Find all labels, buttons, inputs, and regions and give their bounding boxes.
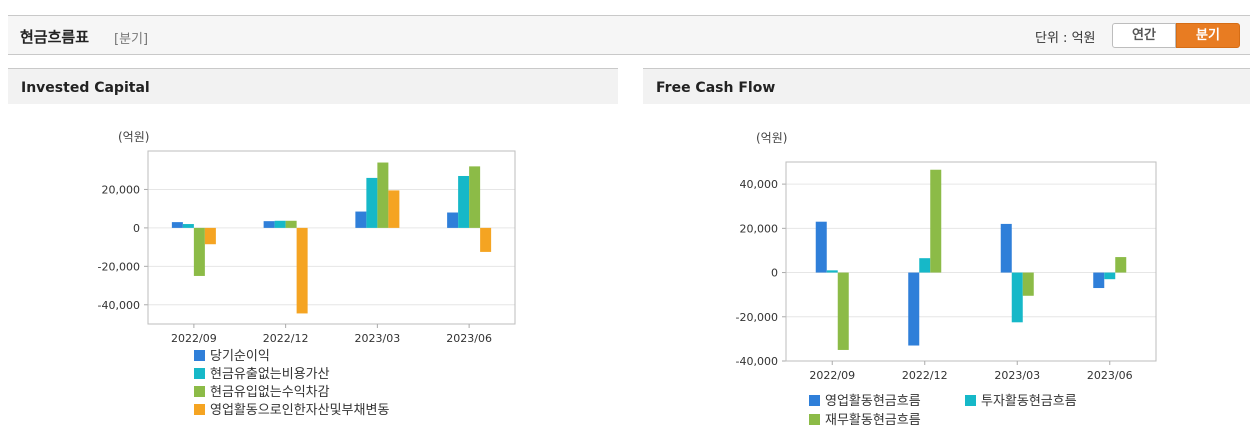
bar-1-2-3	[1115, 257, 1127, 273]
legend-swatch	[194, 404, 205, 415]
bar-0-3-2	[388, 190, 400, 228]
free-cash-flow-chart: (억원) -40,000 -20,000 0 20,000 40,000 2022/09 20…	[736, 131, 1157, 428]
plot-frame	[147, 150, 516, 325]
y-tick-label: 0	[771, 267, 778, 280]
bar-1-1-0	[826, 270, 838, 273]
free-cash-flow-title: Free Cash Flow	[656, 80, 776, 96]
legend-swatch	[194, 350, 205, 361]
bar-1-0-2	[1000, 223, 1012, 273]
bar-0-2-3	[469, 166, 481, 228]
y-tick-label: 0	[133, 222, 140, 235]
bar-1-2-0	[837, 272, 849, 350]
quarterly-button[interactable]: 분기	[1176, 23, 1240, 48]
y-axis-unit-label: (억원)	[118, 130, 149, 144]
y-tick-label: -40,000	[736, 355, 778, 368]
invested-capital-chart: (억원) -40,000 -20,000 0 20,000 2022/09 2022/12 2…	[98, 130, 516, 418]
period-toggle: 연간 분기	[1112, 23, 1240, 48]
bar-0-3-3	[480, 227, 492, 252]
bar-0-0-0	[171, 222, 183, 228]
bar-1-2-1	[930, 169, 942, 273]
bar-0-0-1	[263, 221, 275, 228]
y-tick-label: 40,000	[740, 178, 779, 191]
free-cash-flow-panel: Free Cash Flow (억원) -40,000 -20,000 0 20,000…	[643, 68, 1250, 435]
y-tick-label: -20,000	[98, 260, 140, 273]
y-tick-label: -20,000	[736, 311, 778, 324]
y-tick-label: 20,000	[740, 222, 779, 235]
invested-capital-title-bar: Invested Capital	[8, 68, 618, 104]
bar-1-0-1	[908, 272, 920, 346]
y-tick-label: 20,000	[102, 183, 141, 196]
legend-swatch	[194, 386, 205, 397]
invested-capital-panel: Invested Capital (억원) -40,000 -20,000 0 20,0…	[8, 68, 618, 435]
legend-label: 재무활동현금흐름	[825, 413, 921, 428]
x-tick-label: 2023/03	[994, 369, 1040, 382]
section-title: 현금흐름표	[20, 28, 90, 46]
bar-1-0-0	[815, 221, 827, 273]
bar-0-1-3	[458, 175, 470, 228]
bar-0-0-2	[355, 211, 367, 228]
bar-0-3-1	[296, 227, 308, 314]
legend-label: 영업활동현금흐름	[825, 394, 921, 409]
annual-button[interactable]: 연간	[1112, 23, 1176, 48]
section-subtitle: [분기]	[114, 32, 149, 47]
x-tick-label: 2023/06	[1087, 369, 1133, 382]
section-header: 현금흐름표 [분기] 단위 : 억원 연간 분기	[8, 15, 1250, 55]
invested-capital-title: Invested Capital	[21, 80, 150, 96]
legend-label: 현금유출없는비용가산	[210, 367, 330, 382]
x-tick-label: 2023/03	[355, 332, 401, 345]
x-tick-label: 2023/06	[446, 332, 492, 345]
legend-swatch	[809, 414, 820, 425]
bar-1-1-1	[919, 258, 931, 273]
x-tick-label: 2022/09	[809, 369, 855, 382]
bar-0-2-1	[285, 220, 297, 228]
legend-label: 현금유입없는수익차감	[210, 385, 330, 400]
y-tick-label: -40,000	[98, 299, 140, 312]
free-cash-flow-title-bar: Free Cash Flow	[643, 68, 1250, 104]
bar-1-1-2	[1011, 272, 1023, 323]
bar-1-0-3	[1093, 272, 1105, 289]
legend-swatch	[965, 395, 976, 406]
bar-0-0-3	[447, 212, 459, 228]
legend-swatch	[809, 395, 820, 406]
legend-swatch	[194, 368, 205, 379]
plot-frame	[785, 161, 1157, 362]
legend-label: 영업활동으로인한자산및부채변동	[210, 403, 389, 418]
bar-1-2-2	[1022, 272, 1034, 296]
bar-0-1-2	[366, 177, 378, 228]
y-axis-unit-label: (억원)	[756, 131, 787, 145]
bar-0-3-0	[204, 227, 216, 245]
bar-0-1-1	[274, 220, 286, 228]
bar-0-2-0	[193, 227, 205, 276]
bar-1-1-3	[1104, 272, 1116, 280]
x-tick-label: 2022/09	[171, 332, 217, 345]
bar-0-2-2	[377, 162, 389, 228]
x-tick-label: 2022/12	[263, 332, 309, 345]
x-tick-label: 2022/12	[902, 369, 948, 382]
legend-label: 투자활동현금흐름	[981, 394, 1077, 409]
bar-0-1-0	[182, 224, 194, 228]
legend-label: 당기순이익	[210, 349, 270, 364]
unit-label: 단위 : 억원	[1035, 31, 1096, 46]
